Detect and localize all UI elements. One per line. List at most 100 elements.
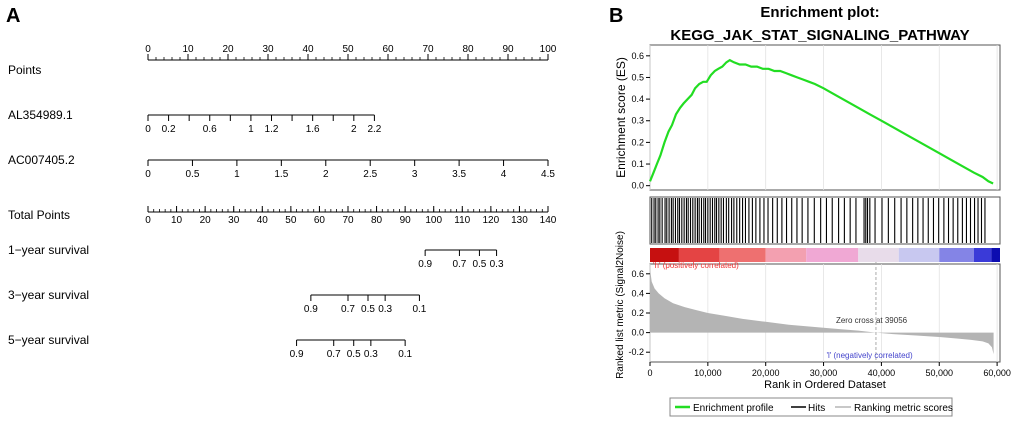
es-ytick-label: 0.0 [631, 181, 644, 191]
rank-heat-band [806, 248, 859, 262]
ac007405-tick-label: 3.5 [452, 169, 466, 180]
legend-enrichment-label: Enrichment profile [693, 403, 774, 414]
total-points-tick-label: 90 [400, 215, 412, 226]
survival-tick-label: 0.1 [398, 349, 412, 360]
points-tick-label: 80 [462, 44, 474, 55]
al354989-tick-label: 2 [351, 124, 357, 135]
row-label: AL354989.1 [8, 108, 73, 122]
chart-title: Enrichment plot: [760, 4, 879, 21]
rank-heat-band [858, 248, 899, 262]
al354989-tick-label: 2.2 [367, 124, 381, 135]
survival-tick-label: 0.5 [361, 304, 375, 315]
points-tick-label: 100 [540, 44, 557, 55]
al354989-tick-label: 1.2 [265, 124, 279, 135]
panel-b-label: B [609, 5, 623, 27]
nomogram-chart: A Points AL354989.1 AC007405.2 Total Points… [6, 5, 557, 360]
hits-frame [649, 196, 1001, 245]
survival-tick-label: 0.1 [412, 304, 426, 315]
survival-tick-label: 0.9 [304, 304, 318, 315]
row-label: 5−year survival [8, 333, 89, 347]
rank-heat-band [765, 248, 807, 262]
nomogram-panel: A Points AL354989.1 AC007405.2 Total Points… [6, 5, 557, 360]
points-tick-label: 90 [502, 44, 514, 55]
zero-cross-label: Zero cross at 39056 [836, 316, 908, 325]
metric-xtick-label: 0 [647, 368, 652, 378]
metric-ytick-label: 0.6 [631, 269, 644, 279]
metric-xtick-label: 30,000 [810, 368, 838, 378]
total-points-tick-label: 70 [342, 215, 354, 226]
total-points-tick-label: 120 [483, 215, 500, 226]
ranking-metric-area [650, 268, 994, 355]
total-points-tick-label: 100 [425, 215, 442, 226]
points-tick-label: 30 [262, 44, 274, 55]
survival-tick-label: 0.7 [327, 349, 341, 360]
points-tick-label: 70 [422, 44, 434, 55]
al354989-tick-label: 1 [248, 124, 254, 135]
metric-xtick-label: 10,000 [694, 368, 722, 378]
metric-ytick-label: 0.4 [631, 288, 644, 298]
total-points-tick-label: 0 [145, 215, 151, 226]
metric-xtick-label: 40,000 [868, 368, 896, 378]
legend-metric-label: Ranking metric scores [854, 403, 953, 414]
ac007405-tick-label: 2 [323, 169, 329, 180]
row-label: AC007405.2 [8, 153, 75, 167]
es-ytick-label: 0.6 [631, 51, 644, 61]
rank-heat-band [973, 248, 992, 262]
ac007405-tick-label: 3 [412, 169, 418, 180]
es-frame [649, 44, 1001, 191]
rank-heat-band [650, 248, 679, 262]
total-points-tick-label: 110 [454, 215, 470, 226]
row-label: Total Points [8, 208, 70, 222]
points-tick-label: 0 [145, 44, 151, 55]
ac007405-tick-label: 4.5 [541, 169, 555, 180]
legend-hits-label: Hits [808, 403, 825, 414]
es-ytick-label: 0.5 [631, 72, 644, 82]
panel-a-label: A [6, 5, 20, 27]
ac007405-tick-label: 2.5 [363, 169, 377, 180]
al354989-tick-label: 0.6 [203, 124, 217, 135]
total-points-tick-label: 20 [200, 215, 212, 226]
total-points-tick-label: 80 [371, 215, 383, 226]
es-ylabel: Enrichment score (ES) [614, 57, 628, 178]
row-label: 1−year survival [8, 243, 89, 257]
rank-heat-band [939, 248, 974, 262]
enrichment-chart: B Enrichment plot: KEGG_JAK_STAT_SIGNALI… [609, 4, 1011, 417]
metric-xtick-label: 50,000 [925, 368, 953, 378]
es-ytick-label: 0.1 [631, 159, 644, 169]
row-label: Points [8, 63, 41, 77]
metric-ytick-label: -0.2 [628, 347, 644, 357]
nomogram-rows: Points AL354989.1 AC007405.2 Total Points 1−… [8, 44, 557, 360]
ac007405-tick-label: 0.5 [185, 169, 199, 180]
neg-corr-label: 'l' (negatively correlated) [826, 351, 913, 360]
survival-tick-label: 0.9 [290, 349, 304, 360]
total-points-tick-label: 30 [228, 215, 240, 226]
chart-subtitle: KEGG_JAK_STAT_SIGNALING_PATHWAY [670, 27, 969, 44]
total-points-tick-label: 140 [540, 215, 557, 226]
survival-tick-label: 0.5 [472, 259, 486, 270]
rank-heat-band [719, 248, 766, 262]
enrichment-profile-line [648, 58, 994, 185]
metric-xtick-label: 20,000 [752, 368, 780, 378]
enrichment-panel: B Enrichment plot: KEGG_JAK_STAT_SIGNALI… [605, 0, 1020, 426]
metric-frame [649, 263, 1001, 363]
rank-heat-band [991, 248, 1000, 262]
metric-xlabel: Rank in Ordered Dataset [764, 379, 886, 391]
survival-tick-label: 0.5 [347, 349, 361, 360]
points-tick-label: 40 [302, 44, 314, 55]
es-ytick-label: 0.4 [631, 94, 644, 104]
ac007405-tick-label: 1 [234, 169, 240, 180]
pos-corr-label: 'h' (positively correlated) [653, 261, 739, 270]
points-tick-label: 50 [342, 44, 354, 55]
al354989-tick-label: 0.2 [162, 124, 176, 135]
legend-box [669, 397, 953, 417]
al354989-tick-label: 1.6 [306, 124, 320, 135]
points-tick-label: 20 [222, 44, 234, 55]
ac007405-tick-label: 0 [145, 169, 151, 180]
survival-tick-label: 0.3 [378, 304, 392, 315]
total-points-tick-label: 10 [171, 215, 183, 226]
metric-ytick-label: 0.2 [631, 308, 644, 318]
total-points-tick-label: 50 [285, 215, 297, 226]
al354989-tick-label: 0 [145, 124, 151, 135]
points-tick-label: 10 [182, 44, 194, 55]
